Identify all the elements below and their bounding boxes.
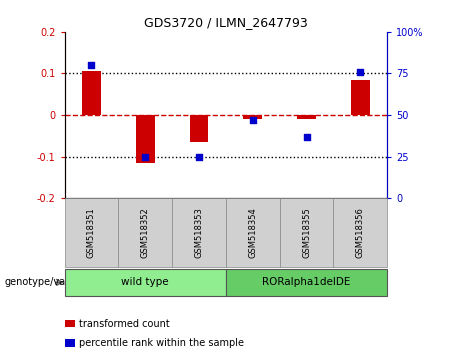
Point (142, 154, 149, 159)
Point (357, 69, 364, 75)
Bar (136, 115, 154, 163)
Point (249, 117, 256, 123)
Bar (297, 115, 316, 119)
Text: GSM518354: GSM518354 (248, 207, 257, 258)
Text: GSM518355: GSM518355 (302, 207, 311, 258)
Text: wild type: wild type (121, 277, 169, 287)
Text: genotype/variation: genotype/variation (5, 277, 97, 287)
Text: GSM518351: GSM518351 (87, 207, 96, 258)
Text: transformed count: transformed count (79, 319, 170, 329)
Point (88, 62, 95, 68)
Text: percentile rank within the sample: percentile rank within the sample (79, 338, 244, 348)
Bar (189, 115, 208, 142)
Bar (82, 72, 101, 115)
Text: GSM518352: GSM518352 (141, 207, 150, 258)
Text: GSM518353: GSM518353 (195, 207, 203, 258)
Text: RORalpha1delDE: RORalpha1delDE (262, 277, 351, 287)
Bar (243, 115, 262, 119)
Point (195, 154, 203, 159)
Bar (351, 80, 370, 115)
Point (303, 134, 310, 139)
Text: GSM518356: GSM518356 (356, 207, 365, 258)
Title: GDS3720 / ILMN_2647793: GDS3720 / ILMN_2647793 (144, 16, 308, 29)
